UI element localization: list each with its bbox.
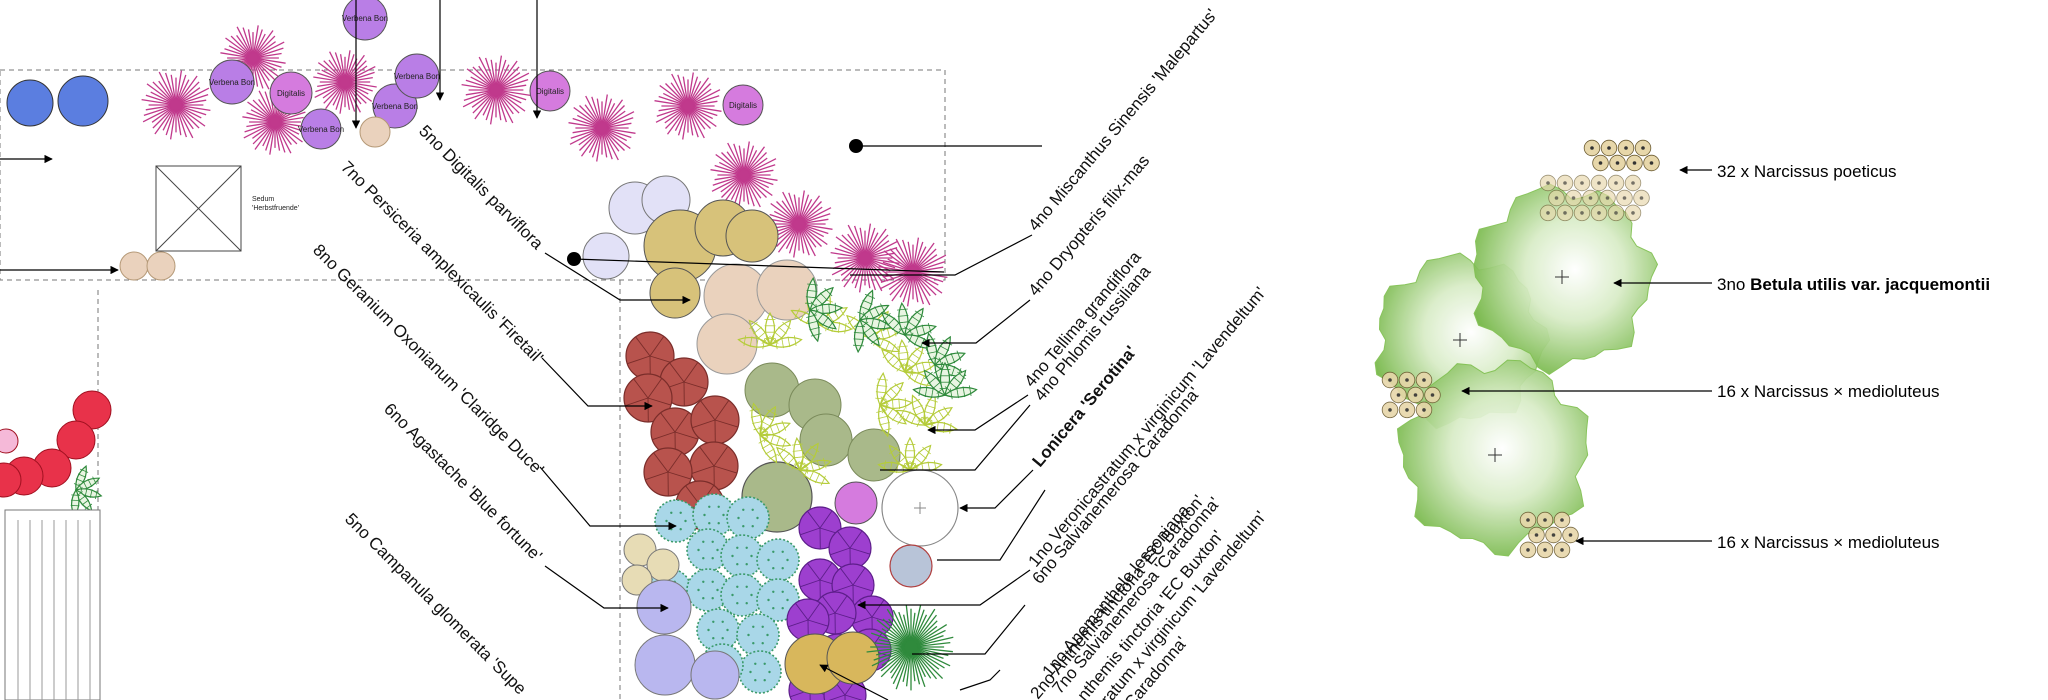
geranium-plant	[738, 650, 782, 694]
dryopteris-fern	[877, 436, 943, 475]
fern-plant	[853, 289, 893, 354]
persicaria-plant	[643, 447, 693, 497]
label-persicaria: 7no Persiceria amplexicaulis 'Firetail'	[337, 157, 547, 367]
geranium-plant	[726, 496, 770, 540]
left-edge-plants	[0, 75, 119, 700]
plant-tag: Digitalis	[536, 87, 564, 96]
legend-item-narcissus-medioluteus: 16 x Narcissus × medioluteus	[1717, 382, 1940, 401]
legend-name: Narcissus poeticus	[1754, 162, 1897, 181]
salvia-plant	[786, 598, 830, 642]
plant-tag: Verbena Bon	[372, 102, 418, 111]
tree-leaders	[1461, 165, 1712, 546]
legend-name: Narcissus × medioluteus	[1754, 533, 1940, 552]
miscanthus-plant	[654, 72, 722, 140]
plant-tag: Verbena Bon	[298, 125, 344, 134]
salvia-plant	[828, 526, 872, 570]
tellima-group	[643, 199, 779, 319]
geranium-plant	[654, 499, 698, 543]
narcissus-cluster	[1539, 174, 1650, 222]
phlomis-group	[696, 259, 818, 375]
narcissus-cluster	[1381, 371, 1441, 419]
legend-count: 3no	[1717, 275, 1750, 294]
miscanthus-plant	[461, 55, 531, 125]
verbena-plant: Verbena Bon	[209, 59, 255, 105]
sedum-label-1: Sedum	[252, 196, 274, 203]
plant-tag: Verbena Bon	[209, 78, 255, 87]
legend-item-betula: 3no Betula utilis var. jacquemontii	[1717, 275, 1990, 294]
tree-legend: 32 x Narcissus poeticus 3no Betula utili…	[1717, 162, 1990, 552]
dryopteris-fern	[749, 402, 792, 464]
plant-tag: Verbena Bon	[342, 14, 388, 23]
salvia-plant	[798, 506, 842, 550]
legend-item-narcissus-medioluteus: 16 x Narcissus × medioluteus	[1717, 533, 1940, 552]
digitalis-plant: Digitalis	[269, 71, 313, 115]
plant-tag: Digitalis	[729, 101, 757, 110]
red-perennials	[0, 390, 112, 498]
fern-plant	[805, 276, 844, 343]
legend-name: Narcissus × medioluteus	[1754, 382, 1940, 401]
label-campanula: 5no Campanula glomerata 'Supe	[341, 509, 530, 698]
geranium-plant	[756, 538, 800, 582]
label-right-0: 4no Miscanthus Sinensis 'Malepartus'	[1025, 5, 1222, 234]
plant-tag: Verbena Bon	[394, 72, 440, 81]
sedum-label-2: 'Herbstfruende'	[252, 205, 299, 212]
miscanthus-plant	[568, 94, 636, 162]
plant-tag: Digitalis	[277, 89, 305, 98]
verbena-plant: Verbena Bon	[298, 108, 344, 150]
verbena-digitalis-plants: Verbena Bon Verbena Bon Digitalis Verbena B…	[209, 0, 764, 150]
top-leaders	[351, 0, 542, 129]
verbena-plant: Verbena Bon	[342, 0, 388, 41]
miscanthus-plant	[878, 237, 948, 307]
dryopteris-fern	[737, 311, 803, 350]
anemanthele-plant	[866, 604, 954, 691]
column-structure	[4, 509, 101, 700]
persicaria-plant	[689, 441, 739, 491]
bed-outlines	[0, 69, 946, 700]
anemanthele-grass	[866, 604, 954, 691]
miscanthus-plant	[313, 50, 377, 114]
narcissus-bulbs	[1381, 139, 1660, 559]
verbena-plant: Verbena Bon	[394, 53, 440, 99]
fern-group	[805, 276, 978, 400]
grass-plants	[141, 25, 948, 307]
miscanthus-plant	[830, 223, 900, 293]
label-agastache: 6no Agastache 'Blue fortune'	[380, 399, 546, 565]
legend-name: Betula utilis var. jacquemontii	[1750, 275, 1990, 294]
narcissus-cluster	[1519, 511, 1579, 559]
label-digitalis: 5no Digitalis parviflora	[415, 121, 547, 253]
leader-lines	[539, 145, 1046, 700]
narcissus-cluster	[1583, 139, 1660, 172]
geranium-plant	[736, 613, 780, 657]
small-fern	[70, 464, 103, 518]
betula-canopies	[1374, 183, 1659, 557]
geranium-plant	[756, 578, 800, 622]
miscanthus-plant	[141, 70, 211, 140]
miscanthus-plant	[710, 141, 778, 209]
fern-plant	[70, 464, 103, 518]
legend-item-narcissus-poeticus: 32 x Narcissus poeticus	[1717, 162, 1897, 181]
digitalis-plant: Digitalis	[722, 84, 764, 126]
dryopteris-fern	[875, 371, 914, 438]
agastache-group	[634, 579, 740, 700]
digitalis-plant: Digitalis	[529, 70, 571, 112]
specimen-circles	[784, 469, 959, 695]
geranium-plant	[720, 573, 764, 617]
legend-count: 16 x	[1717, 533, 1754, 552]
sage-group	[741, 362, 901, 533]
tree-diagram: 32 x Narcissus poeticus 3no Betula utili…	[1374, 139, 1990, 559]
dryopteris-fern	[776, 436, 832, 486]
persicaria-plant	[690, 395, 740, 445]
legend-count: 32 x	[1717, 162, 1754, 181]
main-bed-plants	[567, 139, 978, 700]
cream-group	[621, 533, 680, 596]
legend-count: 16 x	[1717, 382, 1754, 401]
sedum-feature: Sedum 'Herbstfruende'	[119, 165, 299, 281]
fern-plant	[912, 361, 978, 400]
